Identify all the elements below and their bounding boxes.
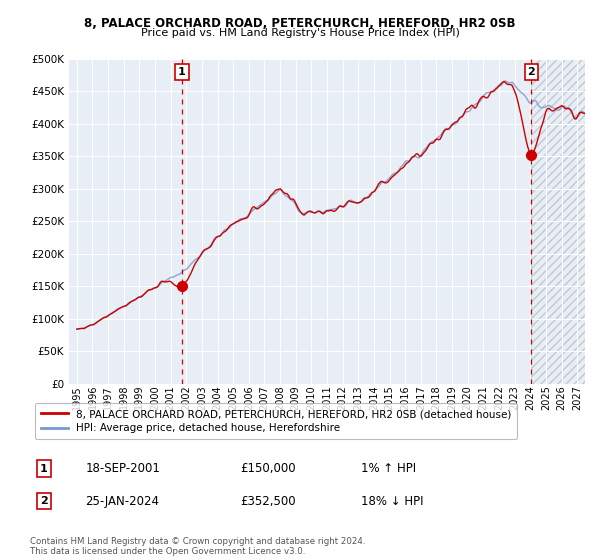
Legend: 8, PALACE ORCHARD ROAD, PETERCHURCH, HEREFORD, HR2 0SB (detached house), HPI: Av: 8, PALACE ORCHARD ROAD, PETERCHURCH, HER…: [35, 403, 517, 440]
Text: 25-JAN-2024: 25-JAN-2024: [85, 494, 159, 508]
Text: This data is licensed under the Open Government Licence v3.0.: This data is licensed under the Open Gov…: [30, 547, 305, 556]
Text: 2: 2: [527, 67, 535, 77]
Text: 1: 1: [40, 464, 47, 474]
Text: 8, PALACE ORCHARD ROAD, PETERCHURCH, HEREFORD, HR2 0SB: 8, PALACE ORCHARD ROAD, PETERCHURCH, HER…: [84, 17, 516, 30]
Text: 1: 1: [178, 67, 186, 77]
Text: Price paid vs. HM Land Registry's House Price Index (HPI): Price paid vs. HM Land Registry's House …: [140, 28, 460, 38]
Text: Contains HM Land Registry data © Crown copyright and database right 2024.: Contains HM Land Registry data © Crown c…: [30, 537, 365, 546]
Text: £150,000: £150,000: [240, 462, 295, 475]
Bar: [532, 59, 585, 384]
Text: 1% ↑ HPI: 1% ↑ HPI: [361, 462, 416, 475]
Text: £352,500: £352,500: [240, 494, 295, 508]
Text: 18-SEP-2001: 18-SEP-2001: [85, 462, 160, 475]
Text: 18% ↓ HPI: 18% ↓ HPI: [361, 494, 424, 508]
Text: 2: 2: [40, 496, 47, 506]
